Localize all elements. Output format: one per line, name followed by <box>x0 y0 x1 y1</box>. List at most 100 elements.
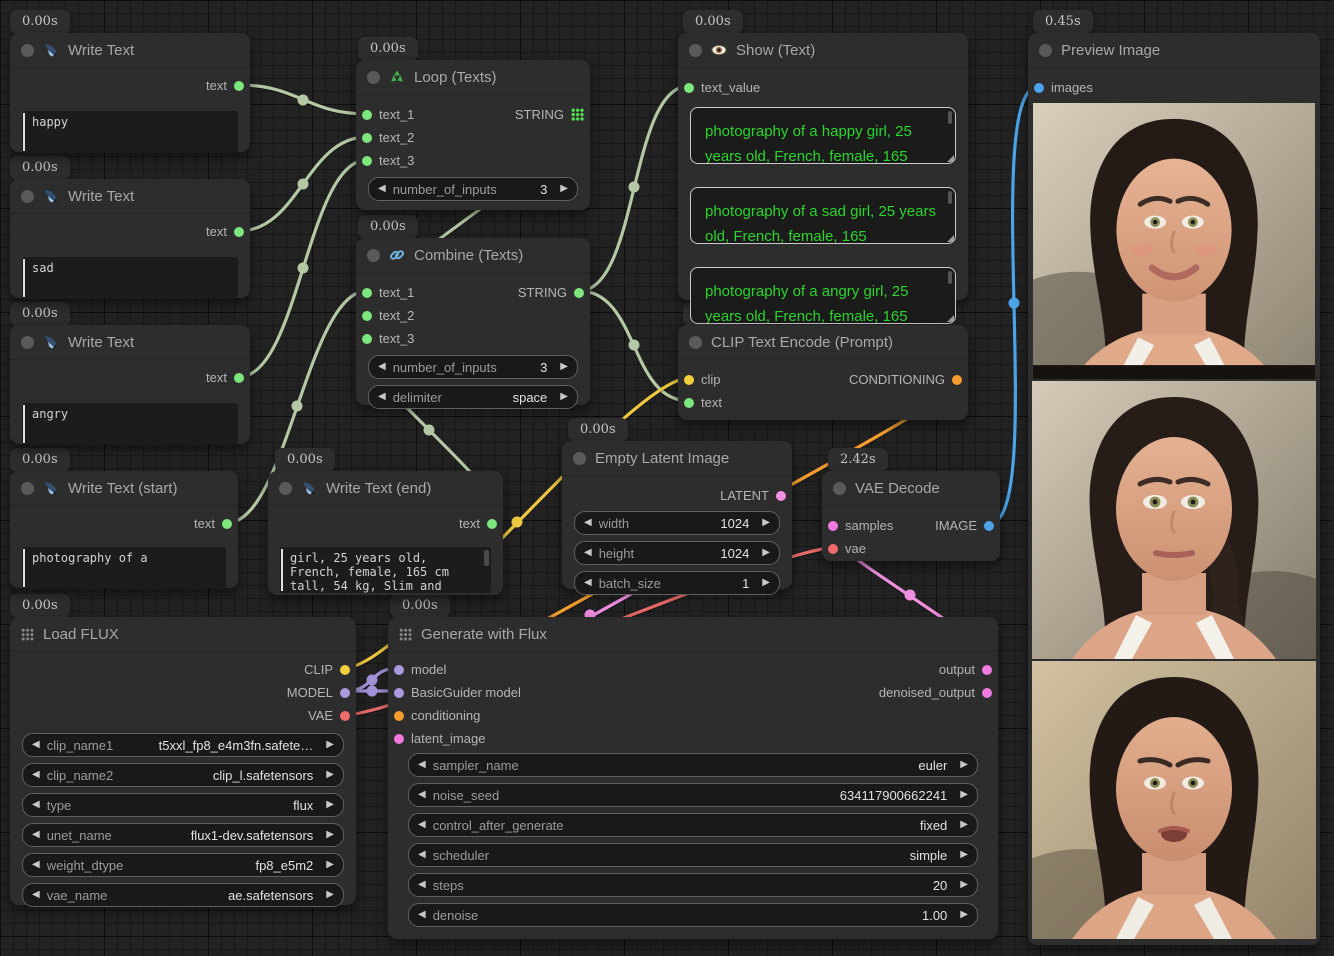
output-socket-denoised-output[interactable] <box>982 687 992 698</box>
link-midpoint-dot[interactable] <box>628 181 640 193</box>
increment-arrow-icon[interactable] <box>560 362 568 372</box>
widget-clip-name2[interactable]: clip_name2 clip_l.safetensors <box>22 763 344 787</box>
widget-scheduler[interactable]: scheduler simple <box>408 843 978 867</box>
node-title-bar[interactable]: Write Text <box>10 179 250 214</box>
widget-number-of-inputs[interactable]: number_of_inputs 3 <box>368 355 578 379</box>
node-title-bar[interactable]: Preview Image <box>1028 33 1320 68</box>
output-socket-latent[interactable] <box>776 490 786 501</box>
increment-arrow-icon[interactable] <box>326 860 334 870</box>
increment-arrow-icon[interactable] <box>326 800 334 810</box>
decrement-arrow-icon[interactable] <box>418 820 426 830</box>
decrement-arrow-icon[interactable] <box>32 830 40 840</box>
node-preview-image[interactable]: Preview Image images <box>1028 33 1320 945</box>
increment-arrow-icon[interactable] <box>560 392 568 402</box>
widget-noise-seed[interactable]: noise_seed 634117900662241 <box>408 783 978 807</box>
text-input[interactable]: happy <box>22 111 238 153</box>
output-socket-string-list[interactable] <box>571 108 584 121</box>
link-midpoint-dot[interactable] <box>511 516 523 528</box>
decrement-arrow-icon[interactable] <box>418 850 426 860</box>
decrement-arrow-icon[interactable] <box>418 910 426 920</box>
increment-arrow-icon[interactable] <box>762 518 770 528</box>
node-title-bar[interactable]: Load FLUX <box>10 617 356 652</box>
increment-arrow-icon[interactable] <box>960 820 968 830</box>
resize-handle-icon[interactable] <box>947 155 954 162</box>
input-socket-text2[interactable] <box>362 310 372 321</box>
increment-arrow-icon[interactable] <box>326 890 334 900</box>
input-socket-latent-image[interactable] <box>394 733 404 744</box>
input-socket-text[interactable] <box>684 397 694 408</box>
node-show-text[interactable]: Show (Text) text_value photography of a … <box>678 33 968 324</box>
scrollbar-thumb[interactable] <box>948 111 952 124</box>
link-midpoint-dot[interactable] <box>423 424 435 436</box>
node-write-text-end[interactable]: Write Text (end) text girl, 25 years old… <box>268 471 503 595</box>
widget-steps[interactable]: steps 20 <box>408 873 978 897</box>
node-write-text-start[interactable]: Write Text (start) text photography of a <box>10 471 238 589</box>
input-socket-samples[interactable] <box>828 520 838 531</box>
output-socket-text[interactable] <box>234 226 244 237</box>
input-socket-text3[interactable] <box>362 333 372 344</box>
increment-arrow-icon[interactable] <box>960 790 968 800</box>
decrement-arrow-icon[interactable] <box>418 880 426 890</box>
output-socket-conditioning[interactable] <box>952 374 962 385</box>
input-socket-images[interactable] <box>1034 82 1044 93</box>
widget-sampler-name[interactable]: sampler_name euler <box>408 753 978 777</box>
increment-arrow-icon[interactable] <box>960 850 968 860</box>
node-generate-with-flux[interactable]: Generate with Flux model output BasicGui… <box>388 617 998 939</box>
collapse-dot[interactable] <box>367 70 380 84</box>
decrement-arrow-icon[interactable] <box>32 890 40 900</box>
scrollbar-thumb[interactable] <box>948 191 952 204</box>
collapse-dot[interactable] <box>279 481 292 495</box>
collapse-dot[interactable] <box>367 248 380 262</box>
widget-weight-dtype[interactable]: weight_dtype fp8_e5m2 <box>22 853 344 877</box>
output-socket-output[interactable] <box>982 664 992 675</box>
input-socket-vae[interactable] <box>828 543 838 554</box>
output-socket-clip[interactable] <box>340 664 350 675</box>
increment-arrow-icon[interactable] <box>960 910 968 920</box>
node-clip-text-encode[interactable]: CLIP Text Encode (Prompt) clip CONDITION… <box>678 325 968 420</box>
link-midpoint-dot[interactable] <box>628 339 640 351</box>
widget-number-of-inputs[interactable]: number_of_inputs 3 <box>368 177 578 201</box>
increment-arrow-icon[interactable] <box>762 548 770 558</box>
decrement-arrow-icon[interactable] <box>584 548 592 558</box>
node-load-flux[interactable]: Load FLUX CLIP MODEL VAE clip_name1 t5xxl… <box>10 617 356 907</box>
show-text-output-3[interactable]: photography of a angry girl, 25 years ol… <box>690 267 956 324</box>
decrement-arrow-icon[interactable] <box>32 770 40 780</box>
node-title-bar[interactable]: VAE Decode <box>822 471 1000 506</box>
node-title-bar[interactable]: Write Text <box>10 33 250 68</box>
collapse-dot[interactable] <box>21 189 34 203</box>
output-socket-text[interactable] <box>234 80 244 91</box>
output-socket-image[interactable] <box>984 520 994 531</box>
widget-width[interactable]: width 1024 <box>574 511 780 535</box>
node-write-text-angry[interactable]: Write Text text angry <box>10 325 250 445</box>
output-socket-text[interactable] <box>234 372 244 383</box>
node-loop-texts[interactable]: Loop (Texts) text_1 STRING text_2 text_3… <box>356 60 590 210</box>
link-midpoint-dot[interactable] <box>297 262 309 274</box>
widget-delimiter[interactable]: delimiter space <box>368 385 578 409</box>
input-socket-clip[interactable] <box>684 374 694 385</box>
collapse-dot[interactable] <box>689 43 702 57</box>
output-socket-text[interactable] <box>487 518 497 529</box>
widget-unet-name[interactable]: unet_name flux1-dev.safetensors <box>22 823 344 847</box>
collapse-dot[interactable] <box>21 481 34 495</box>
link-midpoint-dot[interactable] <box>1008 297 1020 309</box>
node-write-text-happy[interactable]: Write Text text happy <box>10 33 250 153</box>
link-midpoint-dot[interactable] <box>297 94 309 106</box>
show-text-output-1[interactable]: photography of a happy girl, 25 years ol… <box>690 107 956 164</box>
widget-batch-size[interactable]: batch_size 1 <box>574 571 780 595</box>
decrement-arrow-icon[interactable] <box>32 860 40 870</box>
collapse-dot[interactable] <box>1039 43 1052 57</box>
text-input[interactable]: angry <box>22 403 238 445</box>
output-socket-vae[interactable] <box>340 710 350 721</box>
scrollbar-thumb[interactable] <box>948 271 952 284</box>
collapse-dot[interactable] <box>573 451 586 465</box>
show-text-output-2[interactable]: photography of a sad girl, 25 years old,… <box>690 187 956 244</box>
increment-arrow-icon[interactable] <box>960 880 968 890</box>
node-write-text-sad[interactable]: Write Text text sad <box>10 179 250 299</box>
input-socket-basicguider-model[interactable] <box>394 687 404 698</box>
widget-denoise[interactable]: denoise 1.00 <box>408 903 978 927</box>
increment-arrow-icon[interactable] <box>560 184 568 194</box>
decrement-arrow-icon[interactable] <box>378 184 386 194</box>
increment-arrow-icon[interactable] <box>326 830 334 840</box>
widget-vae-name[interactable]: vae_name ae.safetensors <box>22 883 344 907</box>
decrement-arrow-icon[interactable] <box>584 578 592 588</box>
